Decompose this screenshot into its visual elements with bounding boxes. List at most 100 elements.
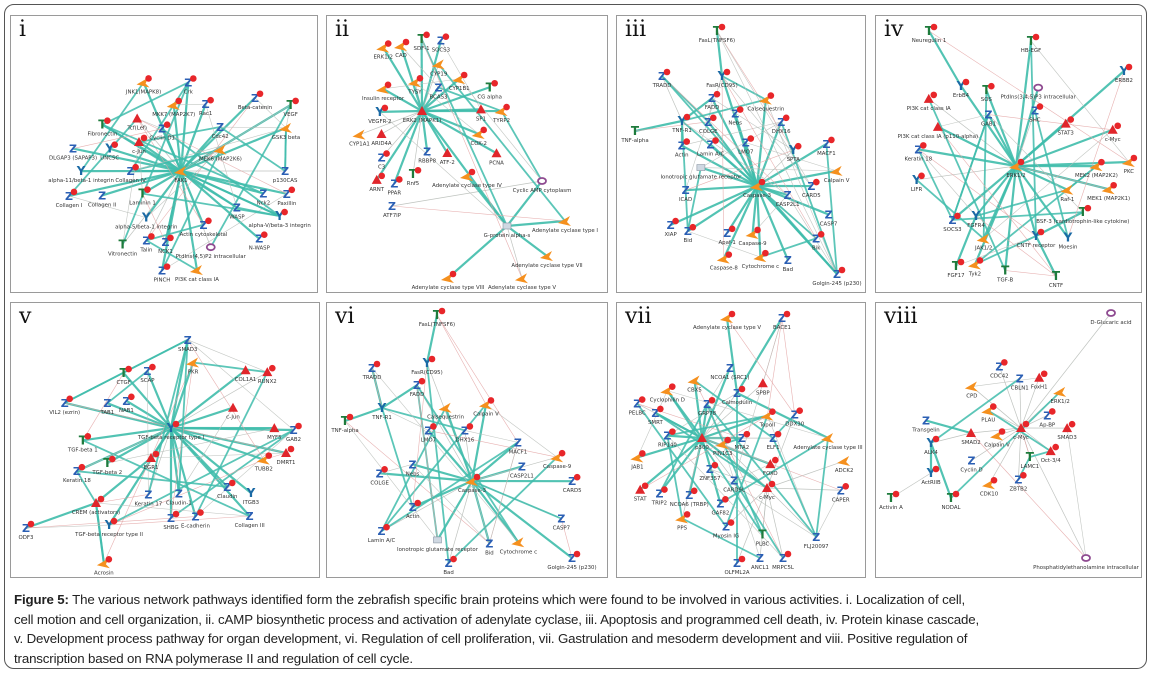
network-node: Cyclophilin D xyxy=(650,383,685,404)
marker-dot-icon xyxy=(1052,443,1059,451)
ligand-icon: T xyxy=(631,124,640,138)
ligand-icon: T xyxy=(713,24,722,38)
network-edge xyxy=(745,142,837,172)
network-node: Cytochrome c xyxy=(742,249,779,270)
network-node: PCNA xyxy=(489,148,504,166)
network-node: MEK2 (MAP2K2) xyxy=(1075,158,1118,179)
marker-dot-icon xyxy=(683,113,691,121)
compound-icon xyxy=(1033,83,1044,92)
transcription-factor-icon xyxy=(442,147,453,157)
marker-dot-icon xyxy=(769,408,776,415)
network-edge xyxy=(471,441,519,482)
node-label: MEK2 (MAP2K2) xyxy=(1075,173,1118,179)
enzyme-icon xyxy=(186,357,200,368)
edges xyxy=(890,312,1112,559)
node-label: c-Myc xyxy=(1013,435,1029,441)
node-label: Cyclin D1 xyxy=(149,136,175,142)
network-edge xyxy=(781,317,795,415)
network-edge xyxy=(929,442,953,499)
network-edge xyxy=(447,456,558,564)
network-node: G-protein alpha-s xyxy=(484,222,531,239)
network-edge xyxy=(825,143,838,275)
node-label: Actin xyxy=(406,514,420,520)
marker-dot-icon xyxy=(794,142,802,150)
marker-dot-icon xyxy=(796,407,803,414)
node-label: G-protein alpha-s xyxy=(484,233,531,239)
network-edge xyxy=(985,89,1018,167)
marker-dot-icon xyxy=(265,452,273,459)
enzyme-icon xyxy=(213,144,227,155)
transcription-factor-icon xyxy=(417,106,427,115)
regulator-icon: Z xyxy=(633,398,641,411)
panel-2: Caspase-3 T FasL(TNFSF6) Y FasR(CD95) Z TRADD Z… xyxy=(616,15,866,293)
regulator-icon: Z xyxy=(435,81,443,94)
node-label: SOCS3 xyxy=(432,48,450,54)
network-node: ARNT xyxy=(369,172,386,193)
marker-dot-icon xyxy=(638,396,646,403)
network-edge xyxy=(381,407,414,508)
node-label: Cyclic AMP cytoplasm xyxy=(513,188,572,194)
network-edge xyxy=(393,110,424,184)
panel-numeral: vii xyxy=(625,304,652,329)
regulator-icon: Z xyxy=(216,121,224,134)
node-label: COX-2 xyxy=(470,141,486,147)
network-edge xyxy=(716,30,812,187)
network-edge xyxy=(506,180,543,227)
marker-dot-icon xyxy=(689,223,697,231)
network-edge xyxy=(918,149,1037,237)
receptor-icon: Y xyxy=(246,486,256,500)
marker-dot-icon xyxy=(460,71,468,79)
network-node: c-Myc xyxy=(1105,122,1122,143)
network-diagram: c-Myc D-Glucaric acid Phosphatidylethanola… xyxy=(879,309,1140,571)
marker-dot-icon xyxy=(145,75,152,82)
network-node: ZE-cadherin xyxy=(181,509,210,530)
regulator-icon: Z xyxy=(658,70,666,83)
transcription-factor-icon xyxy=(134,136,145,146)
network-edge xyxy=(640,415,768,491)
network-edge xyxy=(685,149,794,191)
marker-dot-icon xyxy=(1125,63,1133,71)
regulator-icon: Z xyxy=(514,436,522,449)
network-edge xyxy=(180,126,287,173)
network-edge xyxy=(72,128,163,149)
marker-dot-icon xyxy=(438,307,446,315)
node-label: ErbB4 xyxy=(953,93,970,99)
node-label: SDF-1 xyxy=(414,46,430,52)
node-label: C3 xyxy=(378,165,385,171)
transcription-factor-icon xyxy=(371,174,382,184)
regulator-icon: Z xyxy=(822,138,830,151)
network-edge xyxy=(106,370,148,404)
regulator-icon: Z xyxy=(756,552,764,565)
network-edge xyxy=(122,141,140,245)
ligand-icon: T xyxy=(119,238,128,252)
network-edge xyxy=(146,170,182,241)
node-label: PI3K cat class IA xyxy=(175,277,219,283)
marker-dot-icon xyxy=(573,473,581,481)
ligand-icon: T xyxy=(947,491,956,505)
network-node: RUNX2 xyxy=(258,364,277,385)
regulator-icon: Z xyxy=(390,177,398,190)
network-edge xyxy=(766,487,817,538)
network-edge xyxy=(721,75,767,101)
network-node: PI3K cat class IA xyxy=(175,265,219,283)
network-edge xyxy=(661,75,683,122)
node-label: SMAD3 xyxy=(178,347,197,353)
transcription-factor-icon xyxy=(932,121,943,131)
node-label: Golgin-245 (p230) xyxy=(812,281,861,287)
node-label: FADD xyxy=(705,105,720,111)
network-edge xyxy=(169,339,189,429)
